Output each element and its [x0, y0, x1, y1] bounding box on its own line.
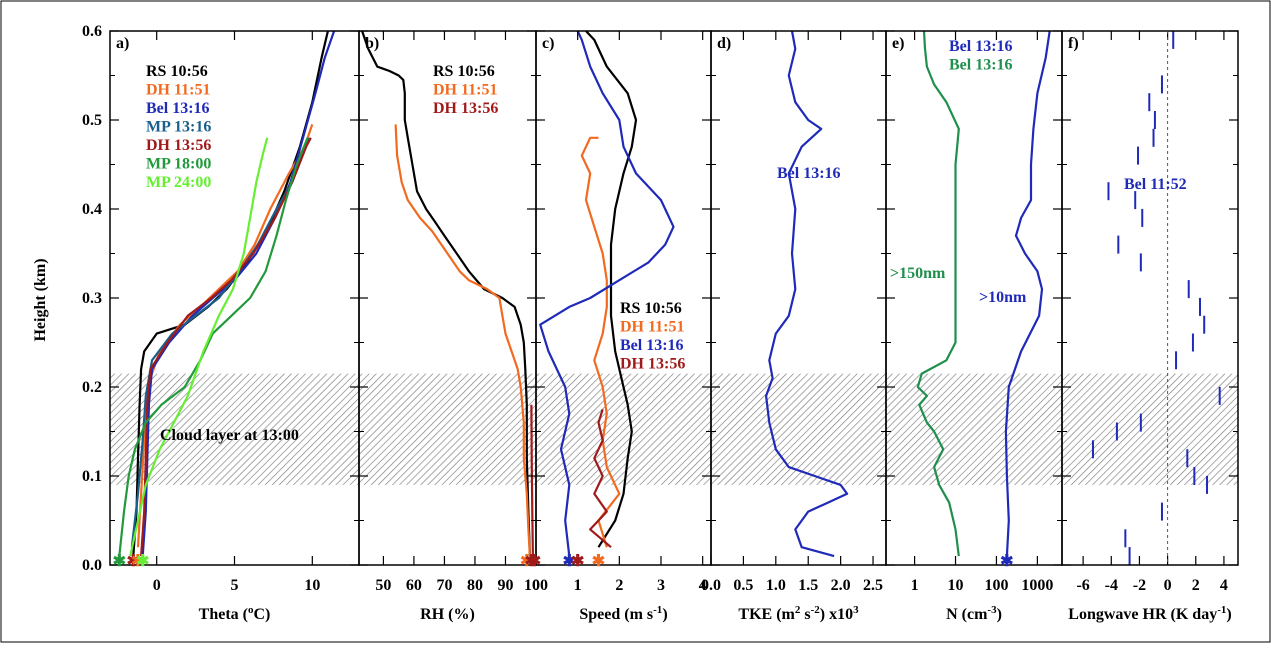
- surface-marker: ✱: [563, 553, 576, 570]
- y-tick-label: 0.5: [82, 112, 102, 129]
- x-tick-label: 1000: [1021, 577, 1053, 594]
- surface-marker: ✱: [127, 553, 140, 570]
- panel-c-legend-item: DH 11:51: [620, 319, 684, 336]
- x-tick-label: 2: [1192, 577, 1200, 594]
- x-tick-label: 4: [699, 577, 707, 594]
- panel-a-legend-item: RS 10:56: [146, 63, 208, 80]
- panel-c-legend-item: Bel 13:16: [620, 337, 684, 354]
- x-tick-label: 100: [984, 577, 1008, 594]
- panel-a-legend-item: MP 13:16: [146, 119, 211, 136]
- x-tick-label: 1.0: [766, 577, 786, 594]
- panel-b-series-line: [361, 30, 531, 557]
- panel-a-series-line: [129, 137, 269, 557]
- surface-marker: ✱: [1000, 553, 1013, 570]
- panel-f-x-axis-label: Longwave HR (K day-1): [1068, 604, 1231, 623]
- y-tick-label: 0.3: [82, 290, 102, 307]
- panel-a-legend-item: MP 24:00: [146, 174, 211, 191]
- panel-a-legend-item: Bel 13:16: [146, 100, 210, 117]
- x-tick-label: 1.5: [798, 577, 818, 594]
- panel-e-label: e): [892, 35, 904, 52]
- x-tick-label: 0: [153, 577, 161, 594]
- y-tick-label: 0.6: [82, 23, 102, 40]
- surface-marker: ✱: [113, 553, 126, 570]
- panel-c-label: c): [542, 35, 554, 52]
- x-tick-label: 1: [574, 577, 582, 594]
- panel-c-legend-item: RS 10:56: [620, 300, 682, 317]
- x-tick-label: 2: [615, 577, 623, 594]
- x-tick-label: 1: [911, 577, 919, 594]
- y-tick-label: 0.1: [82, 468, 102, 485]
- x-tick-label: 0.0: [701, 577, 721, 594]
- panel-d-annotation: Bel 13:16: [777, 165, 841, 182]
- x-tick-label: 10: [304, 577, 320, 594]
- y-tick-label: 0.4: [82, 201, 102, 218]
- x-tick-label: 100: [524, 577, 548, 594]
- cloud-layer-band: [110, 373, 1238, 485]
- panel-a-label: a): [116, 35, 129, 52]
- x-tick-label: 0: [532, 577, 540, 594]
- panel-e-legend-item: Bel 13:16: [949, 57, 1013, 74]
- x-tick-label: 10: [948, 577, 964, 594]
- x-tick-label: 90: [497, 577, 513, 594]
- panel-e-series-line: [1004, 30, 1051, 557]
- panel-e-series-line: [916, 30, 960, 557]
- panel-b-x-axis-label: RH (%): [420, 606, 475, 623]
- surface-marker: ✱: [520, 553, 533, 570]
- x-tick-label: 5: [231, 577, 239, 594]
- x-tick-label: 70: [436, 577, 452, 594]
- panel-a-legend-item: DH 13:56: [146, 137, 211, 154]
- panel-c-series-line: [589, 408, 612, 549]
- surface-marker: ✱: [525, 553, 538, 570]
- cloud-layer-label: Cloud layer at 13:00: [160, 427, 299, 444]
- surface-marker: ✱: [136, 553, 149, 570]
- panel-e-legend-item: Bel 13:16: [949, 38, 1013, 55]
- panel-c-series-line: [539, 30, 675, 557]
- x-tick-label: 60: [406, 577, 422, 594]
- panel-b-series-line: [394, 124, 531, 557]
- panel-e-annotation: >150nm: [890, 265, 946, 282]
- y-tick-label: 0.2: [82, 379, 102, 396]
- panel-d-x-axis-label: TKE (m2 s-2) x103: [738, 604, 859, 623]
- panel-b-legend-item: RS 10:56: [433, 63, 495, 80]
- panel-c-series-line: [580, 136, 621, 548]
- panel-f-frame: [1061, 30, 1239, 566]
- surface-marker: ✱: [592, 553, 605, 570]
- x-tick-label: -2: [1133, 577, 1146, 594]
- panel-b-label: b): [365, 35, 379, 52]
- surface-marker: ✱: [528, 553, 541, 570]
- x-tick-label: 4: [1220, 577, 1228, 594]
- x-tick-label: -4: [1105, 577, 1118, 594]
- surface-marker: ✱: [131, 553, 144, 570]
- panel-a-legend-item: DH 11:51: [146, 82, 210, 99]
- y-axis-label: Height (km): [32, 258, 49, 341]
- x-tick-label: 0.5: [733, 577, 753, 594]
- surface-marker: ✱: [571, 553, 584, 570]
- x-tick-label: 80: [467, 577, 483, 594]
- panel-a-x-axis-label: Theta (oC): [199, 604, 271, 623]
- panel-b-legend-item: DH 11:51: [433, 82, 497, 99]
- panel-e-annotation: >10nm: [979, 289, 1027, 306]
- panel-c-x-axis-label: Speed (m s-1): [579, 604, 667, 623]
- panel-d-series-line: [765, 30, 849, 558]
- x-tick-label: 2.0: [831, 577, 851, 594]
- x-tick-label: 2.5: [863, 577, 883, 594]
- y-tick-label: 0.0: [82, 557, 102, 574]
- panel-e-x-axis-label: N (cm-3): [946, 604, 1002, 623]
- panel-d-label: d): [717, 35, 731, 52]
- panel-f-label: f): [1068, 35, 1079, 52]
- panel-a-legend-item: MP 18:00: [146, 156, 211, 173]
- panel-c-series-line: [585, 30, 638, 548]
- x-tick-label: -6: [1076, 577, 1089, 594]
- panel-f-annotation: Bel 11:52: [1124, 176, 1187, 193]
- x-tick-label: 0: [1164, 577, 1172, 594]
- panel-c-legend-item: DH 13:56: [620, 356, 685, 373]
- panel-b-legend-item: DH 13:56: [433, 100, 498, 117]
- x-tick-label: 3: [657, 577, 665, 594]
- x-tick-label: 50: [375, 577, 391, 594]
- panel-a-series-line: [141, 30, 336, 557]
